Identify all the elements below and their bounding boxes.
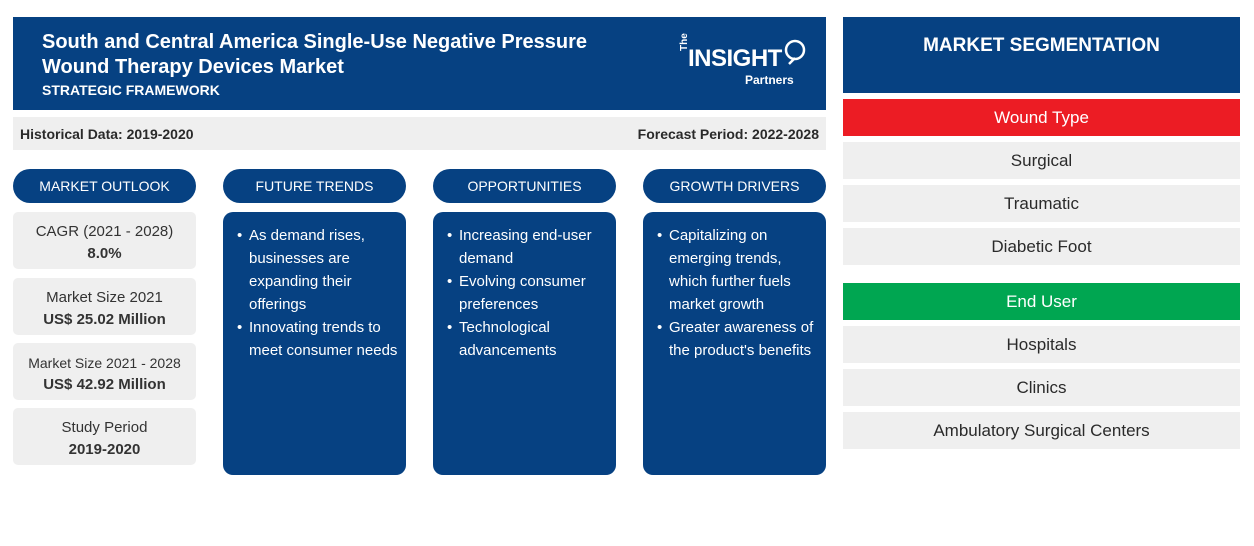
segment-item: Ambulatory Surgical Centers [843, 412, 1240, 449]
outlook-value: US$ 25.02 Million [43, 311, 166, 328]
outlook-label: Market Size 2021 [46, 289, 163, 306]
page-subtitle: STRATEGIC FRAMEWORK [42, 82, 220, 98]
outlook-card-market-size-range: Market Size 2021 - 2028 US$ 42.92 Millio… [13, 343, 196, 400]
segment-item: Surgical [843, 142, 1240, 179]
growth-drivers-box: Capitalizing on emerging trends, which f… [643, 212, 826, 475]
segmentation-title: MARKET SEGMENTATION [843, 17, 1240, 93]
list-item: Greater awareness of the product's benef… [657, 316, 818, 362]
insight-partners-logo: The INSIGHT Partners [673, 33, 813, 99]
outlook-value: 2019-2020 [68, 441, 141, 458]
segment-item: Hospitals [843, 326, 1240, 363]
list-item: Innovating trends to meet consumer needs [237, 316, 398, 362]
lightbulb-icon [784, 39, 806, 65]
outlook-label: Study Period [61, 419, 148, 436]
outlook-card-cagr: CAGR (2021 - 2028) 8.0% [13, 212, 196, 269]
outlook-card-market-size-2021: Market Size 2021 US$ 25.02 Million [13, 278, 196, 335]
historical-data: Historical Data: 2019-2020 [20, 126, 194, 142]
list-item: Increasing end-user demand [447, 224, 608, 270]
future-trends-box: As demand rises, businesses are expandin… [223, 212, 406, 475]
outlook-card-study-period: Study Period 2019-2020 [13, 408, 196, 465]
outlook-label: CAGR (2021 - 2028) [35, 223, 174, 240]
segment-item: Clinics [843, 369, 1240, 406]
forecast-period: Forecast Period: 2022-2028 [637, 126, 819, 142]
outlook-label: Market Size 2021 - 2028 [28, 355, 181, 371]
logo-partners: Partners [745, 73, 794, 87]
segment-category-end-user: End User [843, 283, 1240, 320]
header-banner: South and Central America Single-Use Neg… [13, 17, 826, 110]
opportunities-pill: OPPORTUNITIES [433, 169, 616, 203]
outlook-value: 8.0% [87, 245, 122, 262]
info-bar: Historical Data: 2019-2020 Forecast Peri… [13, 117, 826, 150]
segment-category-wound-type: Wound Type [843, 99, 1240, 136]
outlook-value: US$ 42.92 Million [43, 376, 166, 393]
segment-item: Traumatic [843, 185, 1240, 222]
list-item: Technological advancements [447, 316, 608, 362]
growth-drivers-pill: GROWTH DRIVERS [643, 169, 826, 203]
list-item: As demand rises, businesses are expandin… [237, 224, 398, 316]
list-item: Capitalizing on emerging trends, which f… [657, 224, 818, 316]
future-trends-pill: FUTURE TRENDS [223, 169, 406, 203]
list-item: Evolving consumer preferences [447, 270, 608, 316]
market-outlook-pill: MARKET OUTLOOK [13, 169, 196, 203]
opportunities-box: Increasing end-user demand Evolving cons… [433, 212, 616, 475]
segment-item: Diabetic Foot [843, 228, 1240, 265]
logo-insight: INSIGHT [688, 45, 782, 72]
page-title: South and Central America Single-Use Neg… [42, 31, 587, 78]
